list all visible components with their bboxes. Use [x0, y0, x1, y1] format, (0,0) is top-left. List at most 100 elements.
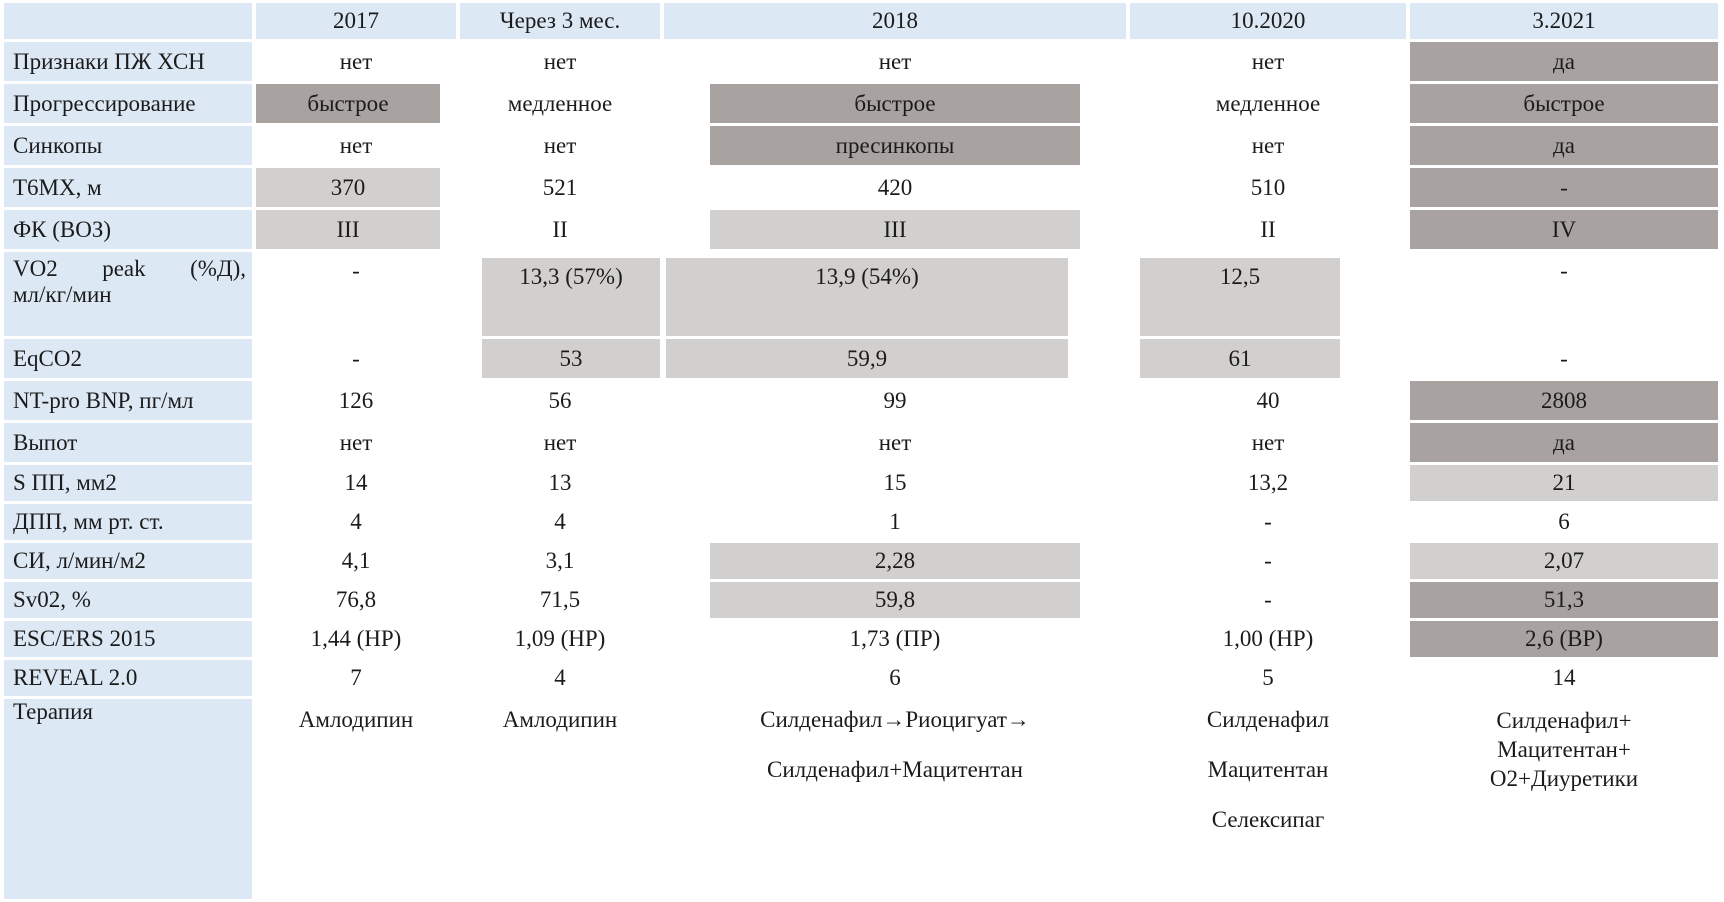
column-header-2017: 2017 [256, 3, 456, 39]
column-header-2018: 2018 [664, 3, 1126, 39]
table-cell: 5 [1262, 665, 1274, 690]
table-row: ESC/ERS 2015 1,44 (НР) 1,09 (НР) 1,73 (ПР) 1… [4, 621, 1718, 657]
table-cell: 51,3 [1410, 582, 1718, 618]
therapy-lines: Силденафил+ Мацитентан+ О2+Диуретики [1489, 708, 1639, 792]
table-cell: нет [339, 132, 373, 158]
table-cell: нет [543, 132, 577, 158]
table-cell: нет [878, 48, 912, 74]
table-cell: - [1560, 258, 1568, 283]
table-cell: нет [543, 429, 577, 455]
highlight-box: 2808 [1410, 381, 1718, 420]
row-label: Выпот [4, 423, 252, 462]
table-cell: 2,07 [1410, 543, 1718, 579]
table-cell: нет [339, 429, 373, 455]
row-label: Терапия [4, 699, 252, 899]
table-cell: - [352, 345, 360, 371]
table-row: СИ, л/мин/м2 4,1 3,1 2,28 - 2,07 [4, 543, 1718, 579]
table-cell: 4 [554, 509, 566, 534]
therapy-lines: Амлодипин [502, 707, 618, 732]
table-cell: III [256, 210, 456, 249]
table-cell: да [1410, 423, 1718, 462]
table-row: EqCO2 - 53 59,9 61 - [4, 339, 1718, 378]
table-cell: быстрое [256, 84, 456, 123]
table-row: NT-pro BNP, пг/мл 126 56 99 40 2808 [4, 381, 1718, 420]
table-cell: да [1410, 42, 1718, 81]
table-cell: 1,00 (НР) [1222, 626, 1314, 651]
row-label: EqCO2 [4, 339, 252, 378]
therapy-lines: Силденафил→Риоцигуат→ Силденафил+Мацитент… [760, 707, 1030, 782]
highlight-box: 2,6 (ВР) [1410, 621, 1718, 657]
row-label: VO2 peak (%Д), мл/кг/мин [4, 252, 252, 336]
highlight-box: 2,07 [1410, 543, 1718, 579]
table-cell: медленное [1215, 90, 1321, 116]
column-header-3months: Через 3 мес. [460, 3, 660, 39]
row-label: ESC/ERS 2015 [4, 621, 252, 657]
table-row: S ПП, мм2 14 13 15 13,2 21 [4, 465, 1718, 501]
table-cell: 1 [889, 509, 901, 534]
table-row: ДПП, мм рт. ст. 4 4 1 - 6 [4, 504, 1718, 540]
table-cell: - [1560, 345, 1568, 371]
table-cell: 61 [1130, 339, 1406, 378]
table-row: Терапия Амлодипин Амлодипин Силденафил→Риоц… [4, 699, 1718, 899]
table-cell: 21 [1410, 465, 1718, 501]
highlight-box: 13,3 (57%) [482, 258, 660, 336]
table-cell: II [1260, 216, 1276, 242]
highlight-box: III [256, 210, 440, 249]
row-label: ФК (ВОЗ) [4, 210, 252, 249]
table-cell: 126 [338, 387, 374, 413]
highlight-box: да [1410, 42, 1718, 81]
table-cell: - [1264, 587, 1272, 612]
table-row: Sv02, % 76,8 71,5 59,8 - 51,3 [4, 582, 1718, 618]
table-cell: 13,9 (54%) [664, 252, 1126, 336]
table-body: Признаки ПЖ ХСН нет нет нет нет да Прогрессиро… [4, 42, 1718, 899]
table-cell: нет [1251, 132, 1285, 158]
table-cell: нет [1251, 429, 1285, 455]
row-label: REVEAL 2.0 [4, 660, 252, 696]
column-header-3-2021: 3.2021 [1410, 3, 1718, 39]
table-cell: II [552, 216, 568, 242]
highlight-box: да [1410, 423, 1718, 462]
highlight-box: 59,8 [710, 582, 1080, 618]
table-row: VO2 peak (%Д), мл/кг/мин - 13,3 (57%) 13,9 (54… [4, 252, 1718, 336]
table-cell: да [1410, 126, 1718, 165]
row-label: Прогрессирование [4, 84, 252, 123]
highlight-box: - [1410, 168, 1718, 207]
table-cell: нет [878, 429, 912, 455]
table-cell: 14 [344, 470, 368, 495]
table-cell: нет [543, 48, 577, 74]
table-cell: 14 [1552, 665, 1576, 690]
table-cell: 13,2 [1247, 470, 1289, 495]
table-cell: 4 [554, 665, 566, 690]
table-cell: 99 [883, 387, 907, 413]
table-cell: 7 [350, 665, 362, 690]
highlight-box: быстрое [710, 84, 1080, 123]
table-cell: 510 [1250, 174, 1286, 200]
table-cell: 53 [460, 339, 660, 378]
therapy-lines: Амлодипин [298, 707, 414, 732]
highlight-box: III [710, 210, 1080, 249]
table-row: ФК (ВОЗ) III II III II IV [4, 210, 1718, 249]
table-cell: IV [1410, 210, 1718, 249]
table-cell: пресинкопы [664, 126, 1126, 165]
table-cell: 1,73 (ПР) [849, 626, 941, 651]
table-cell: - [352, 258, 360, 283]
table-row: Прогрессирование быстрое медленное быстрое м… [4, 84, 1718, 123]
highlight-box: быстрое [1410, 84, 1718, 123]
highlight-box: 61 [1140, 339, 1340, 378]
corner-header-cell [4, 3, 252, 39]
highlight-box: 59,9 [666, 339, 1068, 378]
table-cell: Амлодипин [256, 699, 456, 899]
therapy-lines: Силденафил Мацитентан Селексипаг [1206, 707, 1330, 832]
table-cell: 76,8 [335, 587, 377, 612]
table-cell: 13 [548, 470, 572, 495]
table-row: Признаки ПЖ ХСН нет нет нет нет да [4, 42, 1718, 81]
highlight-box: 21 [1410, 465, 1718, 501]
highlight-box: 12,5 [1140, 258, 1340, 336]
highlight-box: 13,9 (54%) [666, 258, 1068, 336]
table-cell: - [1410, 168, 1718, 207]
table-cell: 4 [350, 509, 362, 534]
table-cell: 1,09 (НР) [514, 626, 606, 651]
table-cell: нет [339, 48, 373, 74]
table-cell: 4,1 [341, 548, 371, 573]
